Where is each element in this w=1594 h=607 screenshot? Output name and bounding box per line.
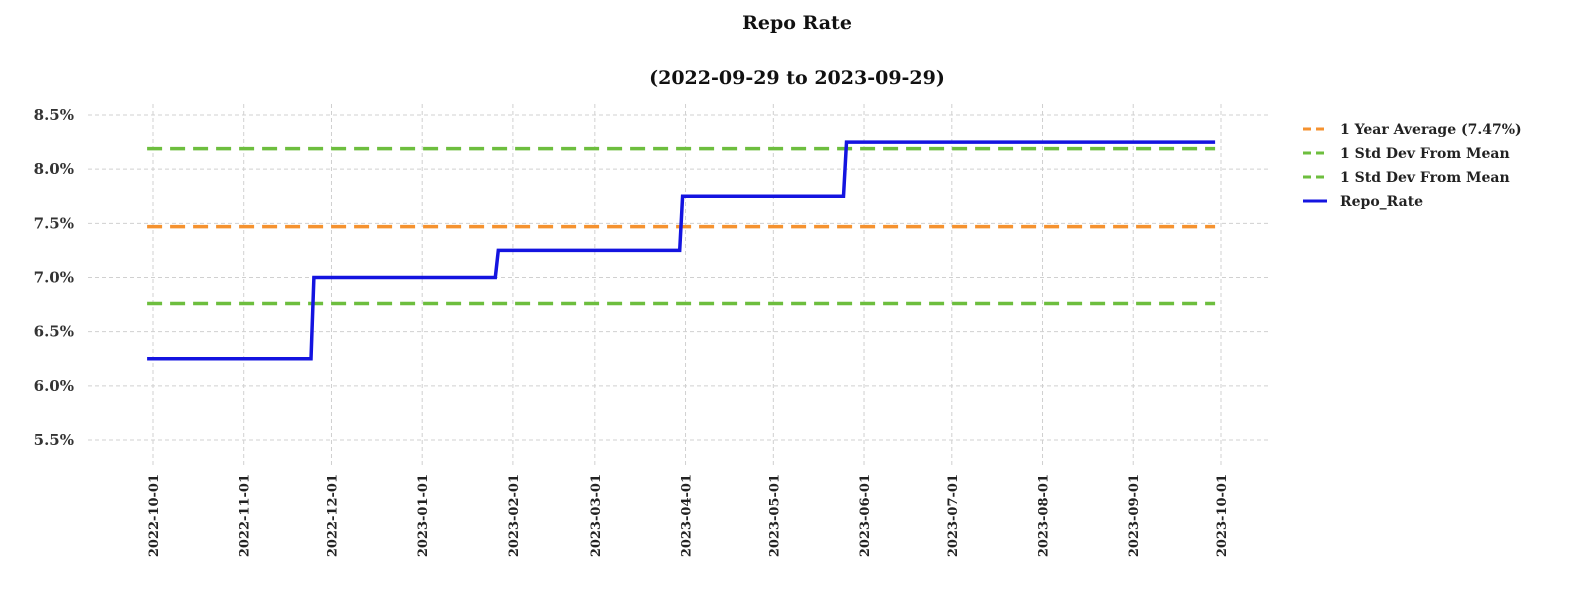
chart-title: Repo Rate [742, 12, 852, 34]
y-tick-label: 7.5% [34, 214, 74, 232]
x-tick-label: 2022-10-01 [147, 474, 162, 557]
x-tick-label: 2022-11-01 [238, 474, 253, 557]
legend-label-1: 1 Year Average (7.47%) [1340, 122, 1522, 138]
x-tick-label: 2023-04-01 [680, 474, 695, 557]
x-tick-label: 2023-03-01 [589, 474, 604, 557]
x-tick-label: 2022-12-01 [325, 474, 340, 557]
y-tick-label: 7.0% [34, 269, 74, 287]
legend: 1 Year Average (7.47%) 1 Std Dev From Mea… [1303, 122, 1522, 210]
chart-subtitle: (2022-09-29 to 2023-09-29) [649, 67, 945, 89]
y-tick-label: 8.5% [34, 106, 74, 124]
x-axis-ticks: 2022-10-01 2022-11-01 2022-12-01 2023-01-01… [147, 474, 1230, 557]
x-tick-label: 2023-10-01 [1215, 474, 1230, 557]
x-tick-label: 2023-09-01 [1127, 474, 1142, 557]
x-tick-label: 2023-01-01 [416, 474, 431, 557]
legend-label-2: 1 Std Dev From Mean [1340, 146, 1510, 162]
y-axis-ticks: 5.5% 6.0% 6.5% 7.0% 7.5% 8.0% 8.5% [34, 106, 74, 449]
y-tick-label: 8.0% [34, 160, 74, 178]
series-line-4 [147, 140, 1216, 361]
legend-label-4: Repo_Rate [1340, 194, 1423, 210]
legend-label-3: 1 Std Dev From Mean [1340, 170, 1510, 186]
x-tick-label: 2023-06-01 [858, 474, 873, 557]
series-lines [147, 140, 1216, 361]
y-tick-label: 6.0% [34, 377, 74, 395]
x-tick-label: 2023-07-01 [946, 474, 961, 557]
x-tick-label: 2023-02-01 [507, 474, 522, 557]
x-tick-label: 2023-08-01 [1037, 474, 1052, 557]
y-tick-label: 6.5% [34, 323, 74, 341]
y-tick-label: 5.5% [34, 431, 74, 449]
grid-lines [88, 104, 1268, 467]
x-tick-label: 2023-05-01 [767, 474, 782, 557]
